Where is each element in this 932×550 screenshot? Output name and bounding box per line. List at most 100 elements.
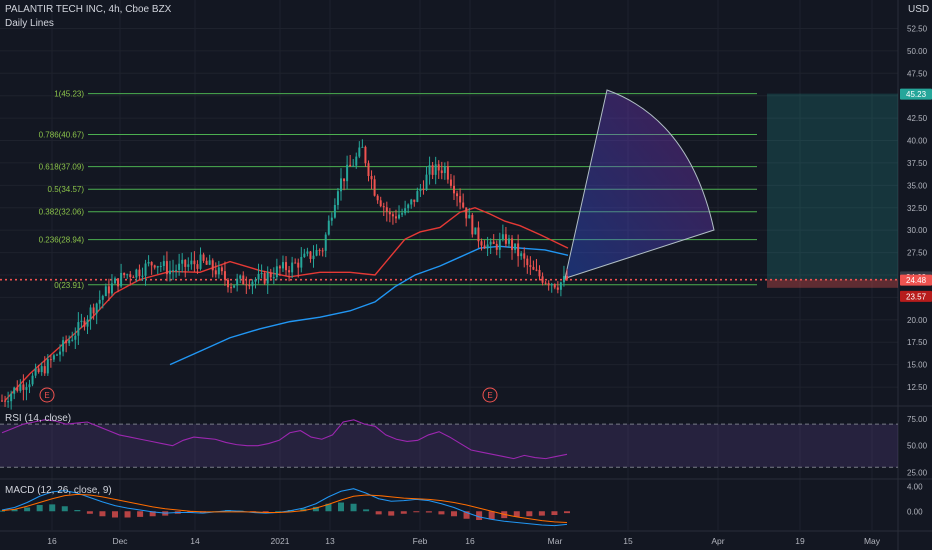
candle-body — [303, 253, 306, 258]
candle-body — [101, 296, 104, 300]
price-axis-tick: 40.00 — [907, 137, 928, 146]
macd-histogram-bar — [149, 511, 156, 517]
rsi-indicator-label[interactable]: RSI (14, close) — [5, 413, 72, 424]
candle-body — [526, 258, 529, 266]
candle-body — [416, 191, 419, 202]
macd-histogram-bar — [425, 511, 432, 513]
candle-body — [385, 207, 388, 212]
candle-body — [4, 400, 7, 402]
candle-body — [245, 284, 248, 286]
candle-body — [175, 269, 178, 271]
macd-histogram-bar — [538, 511, 545, 516]
candle-body — [162, 261, 165, 267]
fib-level-label: 0.236(28.94) — [39, 236, 85, 245]
candle-body — [1, 400, 3, 402]
candle-body — [498, 239, 501, 250]
candle-body — [55, 354, 58, 356]
macd-histogram-bar — [187, 511, 194, 513]
macd-histogram-bar — [476, 511, 483, 520]
candle-body — [242, 275, 245, 285]
candle-body — [364, 146, 367, 164]
candle-body — [413, 199, 416, 202]
signal-line — [1, 493, 568, 524]
candle-body — [19, 384, 22, 391]
price-axis-tick: 32.50 — [907, 204, 928, 213]
candle-body — [168, 270, 171, 275]
earnings-marker-label: E — [44, 391, 49, 400]
candle-body — [132, 277, 135, 279]
candle-body — [477, 227, 480, 242]
candle-body — [468, 215, 471, 219]
candle-body — [398, 214, 401, 219]
price-badge-label: 23.57 — [906, 292, 927, 301]
price-axis-tick: 30.00 — [907, 226, 928, 235]
candle-body — [553, 284, 556, 288]
candle-body — [501, 234, 504, 240]
candle-body — [217, 267, 220, 275]
price-axis-tick: 42.50 — [907, 114, 928, 123]
time-axis-tick: 16 — [465, 536, 475, 546]
macd-histogram-bar — [488, 511, 495, 520]
macd-histogram-bar — [463, 511, 470, 519]
macd-histogram-bar — [400, 511, 407, 514]
candle-body — [483, 245, 486, 249]
symbol-title[interactable]: PALANTIR TECH INC, 4h, Cboe BZX — [5, 4, 172, 15]
candle-body — [456, 193, 459, 197]
candle-body — [141, 275, 144, 277]
candle-body — [358, 147, 361, 157]
earnings-marker-label: E — [487, 391, 492, 400]
candle-body — [156, 266, 159, 268]
candle-body — [520, 253, 523, 257]
price-badge — [900, 88, 932, 100]
macd-histogram-bar — [24, 507, 31, 512]
candle-body — [550, 284, 553, 286]
candle-body — [410, 199, 413, 205]
macd-histogram-bar — [388, 511, 395, 516]
macd-histogram-bar — [325, 503, 332, 512]
macd-histogram-bar — [375, 511, 382, 515]
candle-body — [144, 263, 147, 276]
candle-body — [110, 283, 113, 294]
candle-body — [529, 265, 532, 267]
candle-body — [425, 174, 428, 191]
candle-body — [511, 238, 514, 250]
candle-body — [272, 277, 275, 279]
macd-indicator-label[interactable]: MACD (12, 26, close, 9) — [5, 485, 112, 496]
candle-body — [349, 164, 352, 167]
candle-body — [196, 264, 199, 269]
candle-body — [7, 401, 10, 403]
candle-body — [202, 254, 205, 261]
candle-body — [492, 241, 495, 244]
candle-body — [437, 164, 440, 171]
candle-body — [401, 213, 404, 215]
candle-body — [83, 320, 86, 327]
candle-body — [333, 205, 336, 218]
candle-body — [343, 178, 346, 182]
candle-body — [239, 275, 242, 279]
candle-body — [251, 281, 254, 287]
candle-body — [181, 259, 184, 264]
candle-body — [523, 253, 526, 259]
candle-body — [453, 185, 455, 194]
macd-histogram-bar — [275, 511, 282, 513]
candle-body — [71, 339, 74, 341]
macd-histogram-bar — [438, 511, 445, 515]
fib-level-label: 0.382(32.06) — [39, 208, 85, 217]
candle-body — [556, 287, 559, 290]
candle-body — [10, 393, 13, 402]
earnings-marker — [482, 387, 498, 403]
candle-body — [214, 270, 217, 275]
candle-body — [346, 164, 349, 182]
candle-body — [330, 217, 333, 221]
candle-body — [294, 262, 297, 264]
macd-histogram-bar — [513, 511, 520, 517]
candle-body — [126, 274, 129, 276]
candle-body — [135, 269, 138, 278]
candle-body — [187, 264, 190, 267]
fib-level-label: 0.618(37.09) — [39, 163, 85, 172]
macd-histogram-bar — [74, 510, 81, 512]
candle-body — [440, 170, 443, 174]
macd-histogram-bar — [338, 502, 344, 512]
candle-body — [391, 214, 394, 217]
